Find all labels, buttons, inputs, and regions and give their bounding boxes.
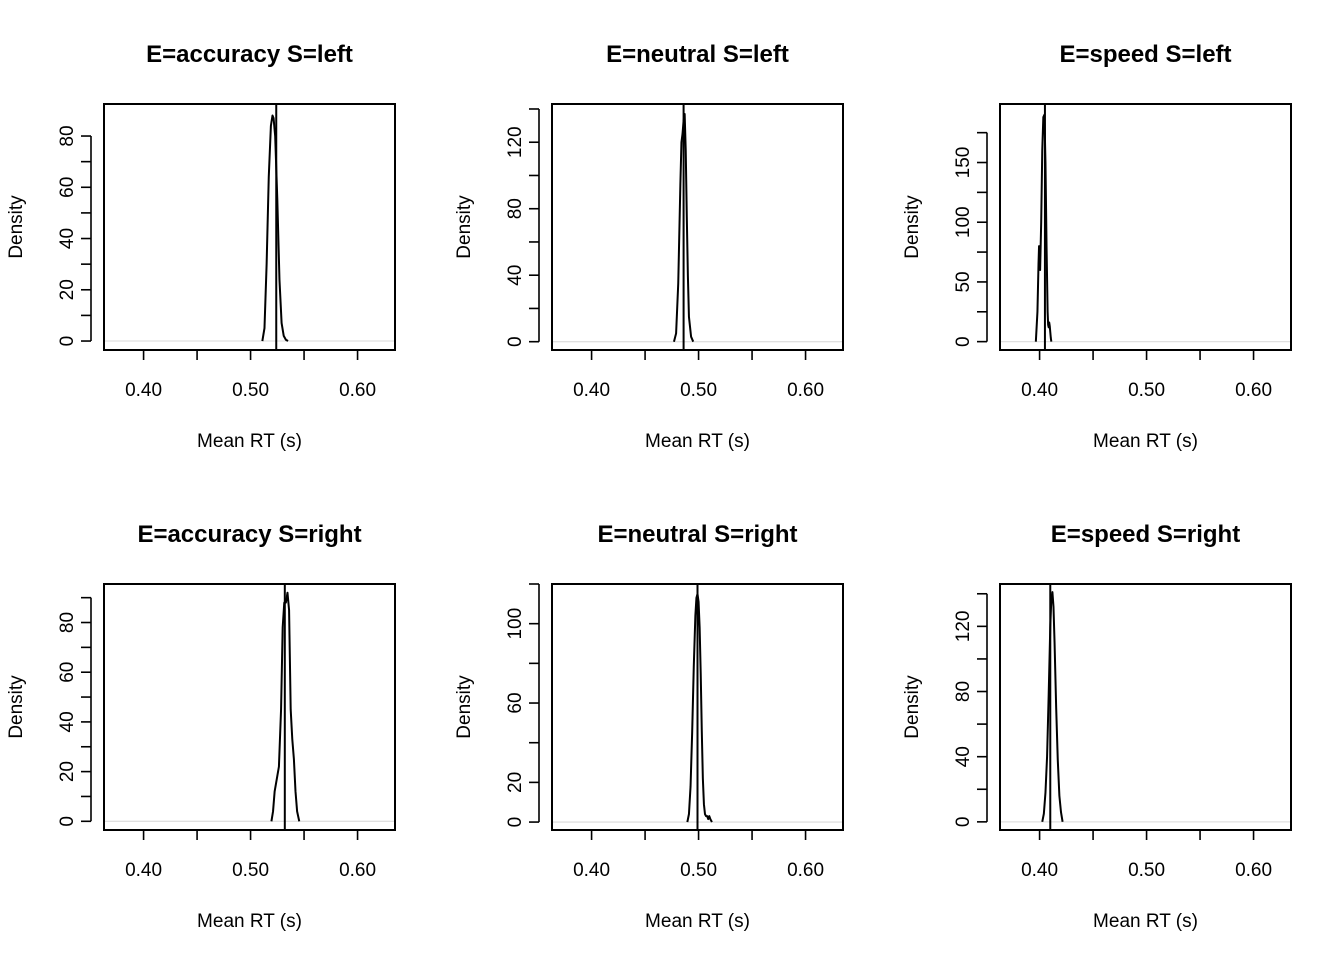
x-tick-label: 0.60: [339, 860, 376, 881]
panel-title: E=speed S=left: [1059, 41, 1231, 68]
plot-frame: [103, 103, 396, 351]
x-tick-label: 0.40: [1021, 860, 1058, 881]
y-tick-label: 80: [57, 612, 78, 633]
y-tick-label: 20: [57, 279, 78, 300]
x-tick-label: 0.50: [232, 380, 269, 401]
plot-frame: [103, 583, 396, 831]
x-tick-label: 0.40: [125, 860, 162, 881]
y-tick-label: 60: [57, 177, 78, 198]
panel-title: E=accuracy S=left: [146, 41, 353, 68]
x-axis-label: Mean RT (s): [197, 911, 302, 932]
x-tick-label: 0.40: [573, 860, 610, 881]
x-tick-label: 0.60: [1235, 860, 1272, 881]
panel-6: E=speed S=right 0.40 0.50 0.60 Mean RT (s) 0 4…: [902, 521, 1292, 932]
y-axis-label: Density: [6, 675, 27, 739]
x-tick-label: 0.50: [1128, 860, 1165, 881]
plot-frame: [999, 103, 1292, 351]
panel-3: E=speed S=left 0.40 0.50 0.60 Mean RT (s) 0 50…: [902, 41, 1292, 452]
y-axis-label: Density: [902, 195, 923, 259]
y-tick-label: 50: [953, 271, 974, 292]
y-tick-label: 40: [505, 265, 526, 286]
y-tick-label: 40: [953, 746, 974, 767]
y-axis-label: Density: [6, 195, 27, 259]
y-tick-label: 80: [953, 681, 974, 702]
panel-title: E=speed S=right: [1051, 521, 1240, 548]
y-tick-label: 40: [57, 711, 78, 732]
x-tick-label: 0.50: [680, 860, 717, 881]
y-axis-label: Density: [902, 675, 923, 739]
plot-frame: [551, 583, 844, 831]
panel-4: E=accuracy S=right 0.40 0.50 0.60 Mean RT (s…: [6, 521, 396, 932]
x-tick-label: 0.40: [573, 380, 610, 401]
y-tick-label: 0: [505, 336, 526, 347]
panel-title: E=neutral S=right: [597, 521, 797, 548]
panel-2: E=neutral S=left 0.40 0.50 0.60 Mean RT (s) 0…: [454, 41, 844, 452]
panel-1: E=accuracy S=left 0.40 0.50 0.60 Mean RT (s)…: [6, 41, 396, 452]
y-tick-label: 120: [953, 611, 974, 643]
plot-frame: [551, 103, 844, 351]
density-line: [261, 114, 289, 342]
density-line: [686, 592, 713, 823]
y-tick-label: 0: [57, 336, 78, 347]
x-tick-label: 0.40: [125, 380, 162, 401]
y-axis-label: Density: [454, 675, 475, 739]
x-tick-label: 0.50: [680, 380, 717, 401]
y-tick-label: 120: [505, 126, 526, 158]
x-axis-label: Mean RT (s): [1093, 911, 1198, 932]
plot-frame: [999, 583, 1292, 831]
panel-title: E=neutral S=left: [606, 41, 789, 68]
y-tick-label: 40: [57, 228, 78, 249]
y-tick-label: 100: [953, 206, 974, 238]
y-axis-label: Density: [454, 195, 475, 259]
x-tick-label: 0.60: [787, 380, 824, 401]
density-line: [1041, 591, 1064, 823]
x-tick-label: 0.60: [339, 380, 376, 401]
y-tick-label: 150: [953, 147, 974, 179]
y-tick-label: 60: [505, 692, 526, 713]
x-axis-label: Mean RT (s): [1093, 431, 1198, 452]
y-tick-label: 0: [505, 817, 526, 828]
x-tick-label: 0.50: [232, 860, 269, 881]
y-tick-label: 60: [57, 662, 78, 683]
x-axis-label: Mean RT (s): [645, 431, 750, 452]
density-line: [270, 591, 301, 822]
x-tick-label: 0.60: [1235, 380, 1272, 401]
x-tick-label: 0.40: [1021, 380, 1058, 401]
y-tick-label: 0: [953, 336, 974, 347]
panel-title: E=accuracy S=right: [137, 521, 361, 548]
y-tick-label: 80: [505, 198, 526, 219]
x-tick-label: 0.60: [787, 860, 824, 881]
x-axis-label: Mean RT (s): [197, 431, 302, 452]
y-tick-label: 20: [57, 761, 78, 782]
y-tick-label: 80: [57, 125, 78, 146]
y-tick-label: 20: [505, 772, 526, 793]
y-tick-label: 100: [505, 608, 526, 640]
y-tick-label: 0: [57, 816, 78, 827]
x-tick-label: 0.50: [1128, 380, 1165, 401]
x-axis-label: Mean RT (s): [645, 911, 750, 932]
y-tick-label: 0: [953, 817, 974, 828]
panel-5: E=neutral S=right 0.40 0.50 0.60 Mean RT (s)…: [454, 521, 844, 932]
